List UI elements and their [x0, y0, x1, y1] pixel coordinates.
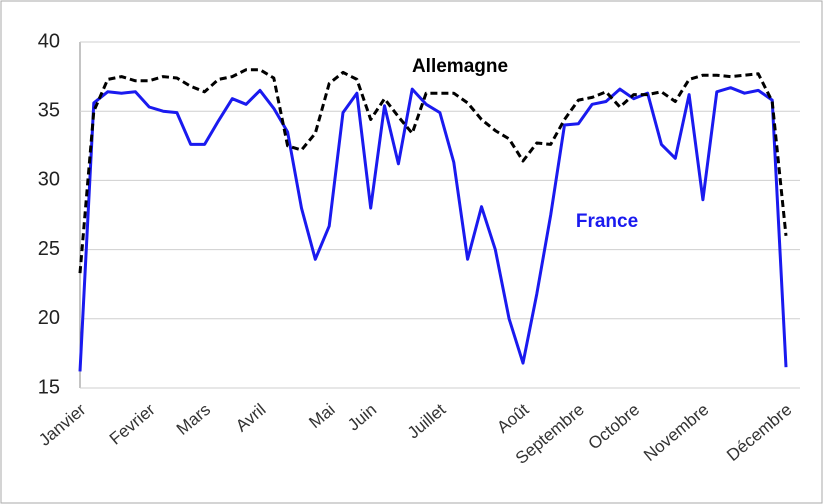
y-tick-label: 25: [38, 238, 60, 260]
y-tick-label: 20: [38, 307, 60, 329]
series-label: Allemagne: [412, 56, 508, 77]
y-tick-label: 30: [38, 169, 60, 191]
series-line: [78, 68, 788, 274]
series-line: [78, 86, 788, 372]
y-tick-label: 35: [38, 99, 60, 121]
series-label: France: [576, 211, 638, 232]
y-tick-label: 15: [38, 376, 60, 398]
y-tick-label: 40: [38, 30, 60, 52]
